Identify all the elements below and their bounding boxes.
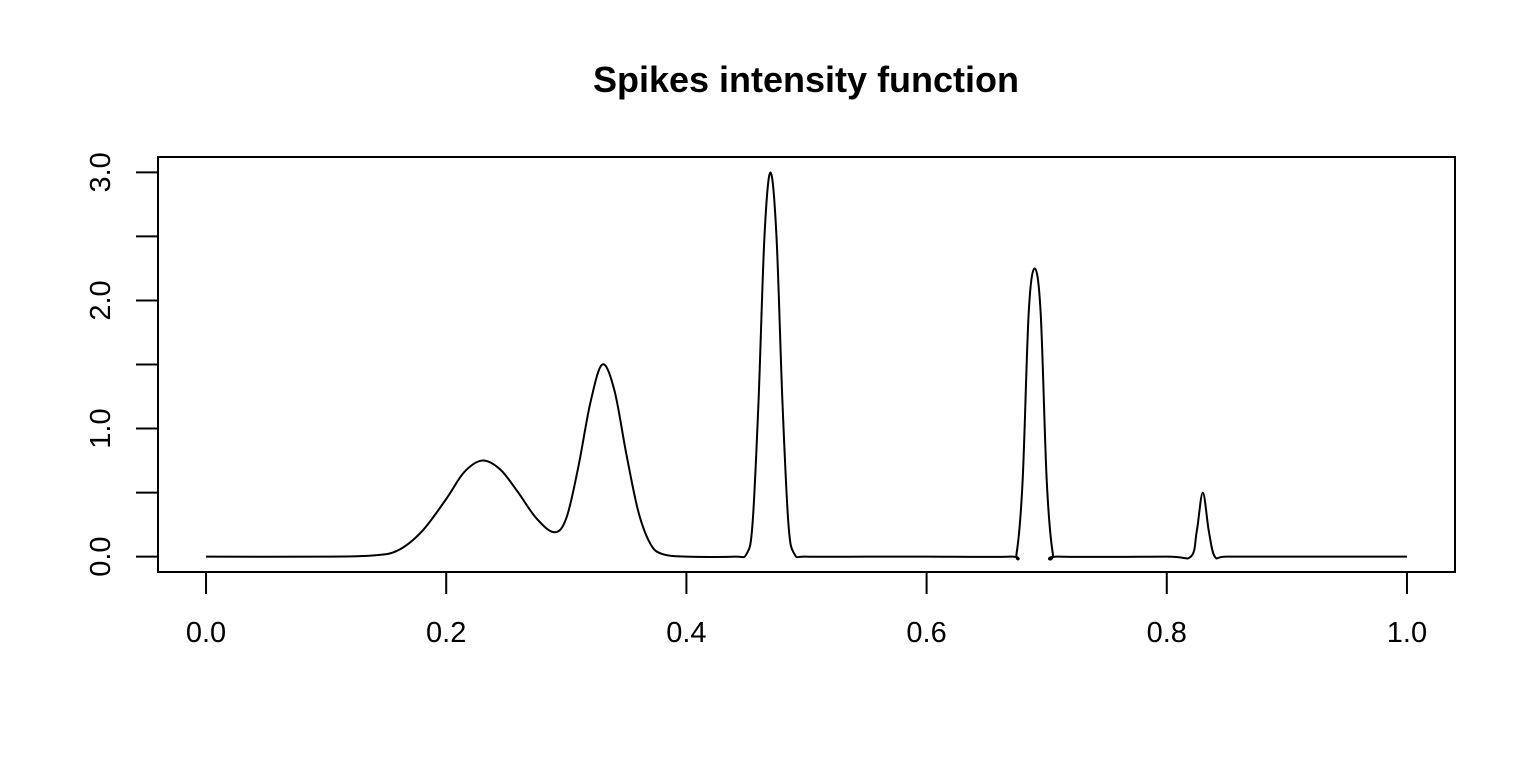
y-axis: 0.0 1.0 2.0 3.0 <box>85 152 159 577</box>
y-tick-label: 1.0 <box>85 408 117 448</box>
chart-title: Spikes intensity function <box>593 59 1019 100</box>
y-tick-label: 3.0 <box>85 152 117 192</box>
y-tick-label: 2.0 <box>85 280 117 320</box>
x-tick-label: 0.2 <box>426 617 466 649</box>
x-tick-label: 1.0 <box>1387 617 1427 649</box>
x-tick-label: 0.0 <box>186 617 226 649</box>
x-axis: 0.0 0.2 0.4 0.6 0.8 1.0 <box>186 571 1427 649</box>
intensity-series-line <box>206 171 1407 561</box>
x-tick-label: 0.8 <box>1147 617 1187 649</box>
x-tick-label: 0.4 <box>666 617 706 649</box>
x-tick-label: 0.6 <box>906 617 946 649</box>
y-tick-label: 0.0 <box>85 536 117 576</box>
plot-frame <box>157 156 1456 573</box>
